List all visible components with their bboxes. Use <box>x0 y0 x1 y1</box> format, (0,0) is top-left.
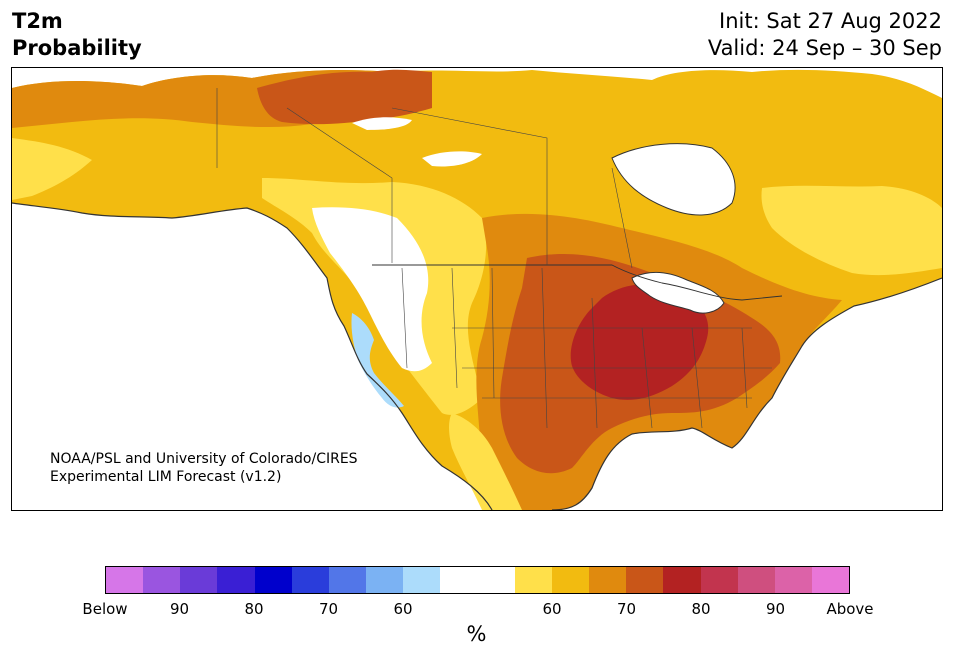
west-coast-below <box>351 313 404 408</box>
state-borders <box>401 267 772 429</box>
colorbar-segment <box>663 567 701 593</box>
title-line-2: Probability <box>12 36 142 60</box>
colorbar-tick-label: 70 <box>616 600 637 618</box>
credit-line-1: NOAA/PSL and University of Colorado/CIRE… <box>50 451 358 467</box>
colorbar-segment <box>737 567 775 593</box>
title-line-1: T2m <box>12 9 63 33</box>
texas-light <box>449 413 522 510</box>
colorbar-segment <box>254 567 292 593</box>
colorbar-segment <box>811 567 850 593</box>
colorbar-segment <box>440 567 478 593</box>
colorbar <box>105 566 850 594</box>
colorbar-segment <box>180 567 218 593</box>
west-white <box>312 207 432 372</box>
colorbar-unit: % <box>466 622 487 646</box>
colorbar-segment <box>589 567 627 593</box>
colorbar-segment <box>774 567 812 593</box>
great-lakes <box>631 271 725 314</box>
north-canada-band <box>257 69 432 125</box>
colorbar-segment <box>477 567 515 593</box>
colorbar-tick-labels: Below 90 80 70 60 60 70 80 90 Above <box>82 600 873 618</box>
colorbar-segment <box>626 567 664 593</box>
map-title: T2m Probability <box>12 8 142 62</box>
colorbar-tick-label: 70 <box>318 600 339 618</box>
colorbar-segment <box>403 567 441 593</box>
us-canada-border <box>372 264 783 301</box>
colorbar-tick-label: 80 <box>244 600 264 618</box>
map-canvas <box>12 69 942 510</box>
colorbar-segment <box>551 567 590 593</box>
init-date: Init: Sat 27 Aug 2022 <box>719 9 942 33</box>
colorbar-segment <box>366 567 404 593</box>
midwest-deep-red <box>570 284 709 400</box>
colorbar-segment <box>700 567 738 593</box>
probability-map: NOAA/PSL and University of Colorado/CIRE… <box>11 67 943 511</box>
credit-text: NOAA/PSL and University of Colorado/CIRE… <box>50 450 358 486</box>
colorbar-tick-label: 60 <box>393 600 413 618</box>
colorbar-tick-label: 80 <box>691 600 711 618</box>
colorbar-tick-label: 90 <box>169 600 190 618</box>
valid-date: Valid: 24 Sep – 30 Sep <box>707 36 942 60</box>
coastline <box>12 202 493 510</box>
colorbar-segment <box>143 567 181 593</box>
north-lakes-2 <box>422 151 482 167</box>
hudson-bay <box>611 143 736 216</box>
colorbar-segment <box>106 567 144 593</box>
colorbar-segment <box>291 567 329 593</box>
alaska-south-light <box>12 138 92 200</box>
credit-line-2: Experimental LIM Forecast (v1.2) <box>50 469 282 485</box>
north-lakes-1 <box>352 117 412 130</box>
colorbar-segment <box>217 567 255 593</box>
colorbar-segment <box>514 567 552 593</box>
colorbar-tick-label: 60 <box>542 600 562 618</box>
colorbar-tick-label: Above <box>826 600 874 618</box>
colorbar-segment <box>328 567 367 593</box>
canada-province-borders <box>216 88 633 269</box>
forecast-dates: Init: Sat 27 Aug 2022 Valid: 24 Sep – 30… <box>708 8 942 62</box>
east-coastline <box>551 277 942 510</box>
colorbar-tick-label: Below <box>82 600 128 618</box>
northeast-light <box>761 185 942 276</box>
colorbar-tick-label: 90 <box>765 600 786 618</box>
